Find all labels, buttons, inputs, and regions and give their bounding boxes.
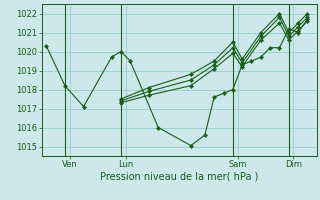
X-axis label: Pression niveau de la mer( hPa ): Pression niveau de la mer( hPa ) <box>100 172 258 182</box>
